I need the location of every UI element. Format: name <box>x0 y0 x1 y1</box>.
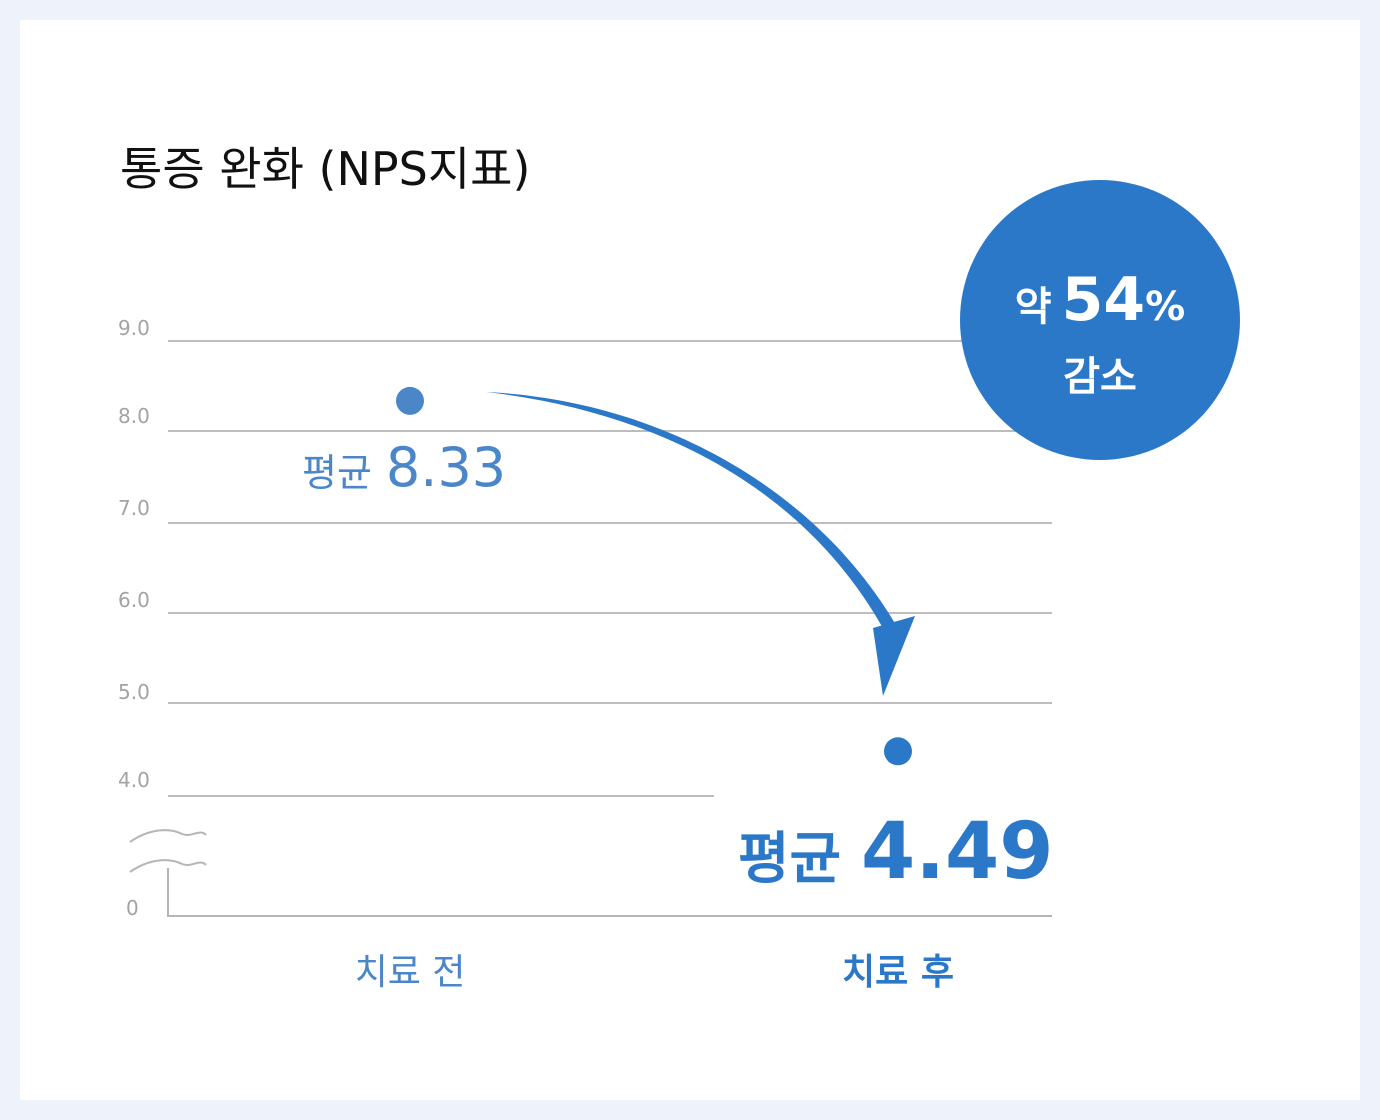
badge-unit: % <box>1145 284 1185 330</box>
badge-line-1: 약 54% <box>1015 265 1185 335</box>
axis-break-upper-icon <box>129 829 207 843</box>
value-label-before-word: 평균 <box>302 451 372 495</box>
data-point-after <box>884 737 912 766</box>
nps-chart: 통증 완화 (NPS지표) 9.0 8.0 7.0 6.0 5.0 4.0 0 … <box>118 142 1240 993</box>
value-label-after-number: 4.49 <box>861 807 1053 897</box>
chart-title: 통증 완화 (NPS지표) <box>120 142 530 196</box>
y-tick-0: 0 <box>126 896 139 920</box>
badge-prefix: 약 <box>1015 284 1052 330</box>
axis-break-lower-icon <box>129 859 207 873</box>
x-category-before: 치료 전 <box>355 952 466 993</box>
chart-card: 통증 완화 (NPS지표) 9.0 8.0 7.0 6.0 5.0 4.0 0 … <box>20 20 1360 1100</box>
value-label-after: 평균 4.49 <box>738 807 1054 897</box>
data-point-before <box>396 386 424 415</box>
y-tick-5: 5.0 <box>118 680 150 704</box>
y-tick-7: 7.0 <box>118 496 150 520</box>
x-axis <box>167 868 1052 917</box>
reduction-badge <box>960 180 1240 460</box>
value-label-after-word: 평균 <box>738 827 841 892</box>
y-tick-8: 8.0 <box>118 404 150 428</box>
badge-number: 54 <box>1062 265 1146 335</box>
badge-suffix: 감소 <box>1063 354 1137 400</box>
x-category-after: 치료 후 <box>842 952 954 993</box>
y-tick-4: 4.0 <box>118 768 150 792</box>
y-tick-9: 9.0 <box>118 316 150 340</box>
arrow-body <box>486 392 900 632</box>
value-label-before-number: 8.33 <box>386 436 506 499</box>
arrow-head-icon <box>873 616 915 696</box>
y-tick-6: 6.0 <box>118 588 150 612</box>
value-label-before: 평균 8.33 <box>302 436 506 499</box>
